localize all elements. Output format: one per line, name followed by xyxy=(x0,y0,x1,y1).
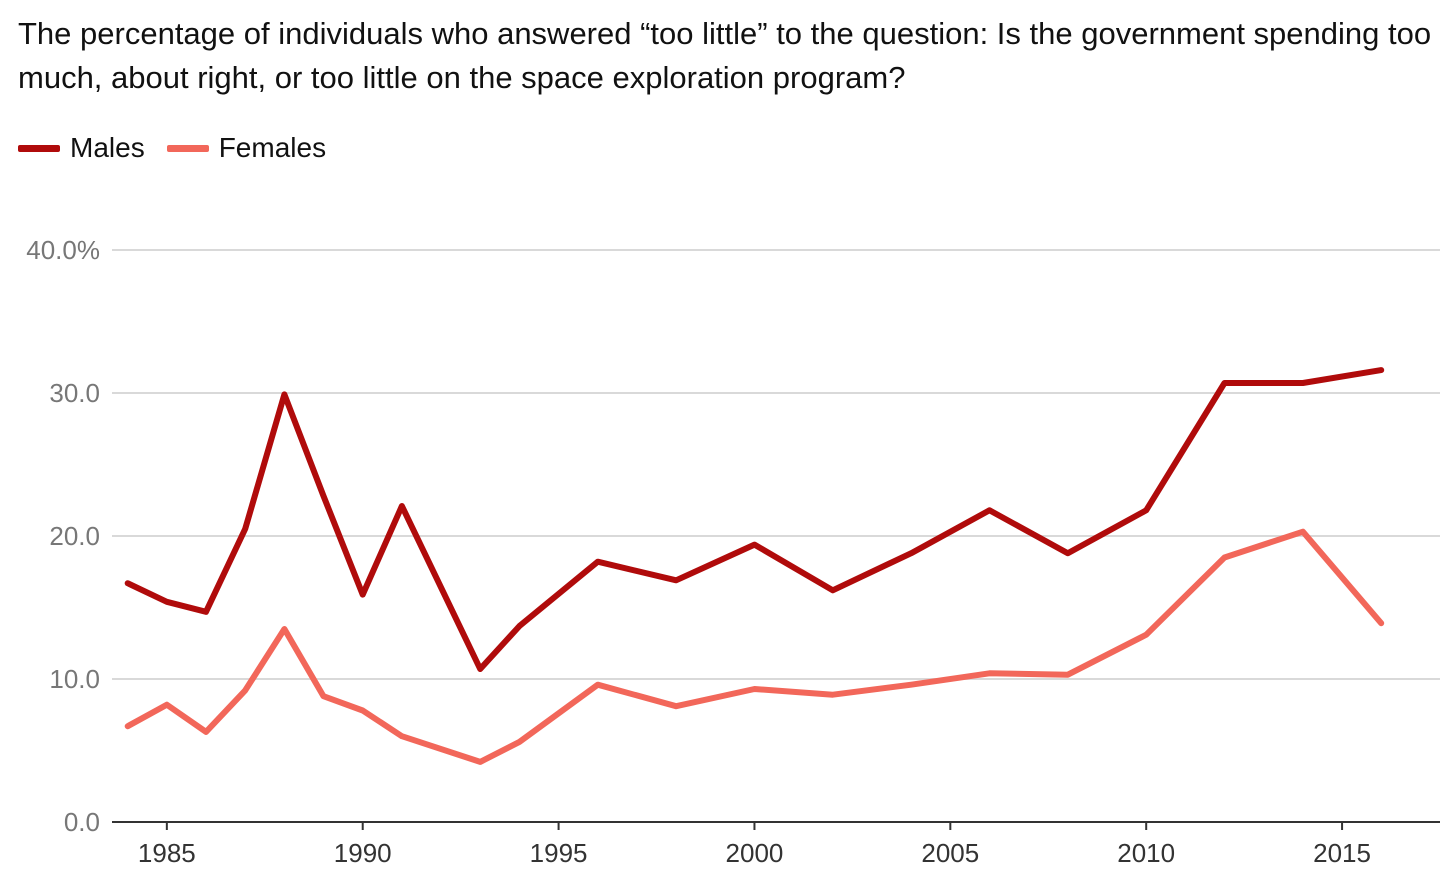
legend-swatch-females xyxy=(166,144,209,152)
data-point-males-2012 xyxy=(1222,380,1228,386)
y-tick-label-3: 30.0 xyxy=(49,378,100,408)
chart-legend: Males Females xyxy=(18,128,348,168)
legend-item-males: Males xyxy=(18,132,145,164)
x-tick-label-0: 1985 xyxy=(138,838,196,868)
data-point-males-2004 xyxy=(908,550,914,556)
data-point-males-1988 xyxy=(281,391,287,397)
data-point-males-2016 xyxy=(1378,367,1384,373)
y-tick-label-0: 0.0 xyxy=(64,807,100,837)
data-point-females-1984 xyxy=(125,723,131,729)
data-point-males-1986 xyxy=(203,609,209,615)
data-point-females-1985 xyxy=(164,702,170,708)
data-point-males-1998 xyxy=(673,577,679,583)
series-lines xyxy=(124,367,1385,765)
y-axis-ticks: 0.0 10.0 20.0 30.0 40.0% xyxy=(26,235,100,837)
data-point-females-1988 xyxy=(281,626,287,632)
data-point-females-1994 xyxy=(516,739,522,745)
x-tick-label-3: 2000 xyxy=(726,838,784,868)
series-line-males xyxy=(124,367,1385,672)
data-point-females-1990 xyxy=(360,708,366,714)
data-point-females-1989 xyxy=(321,693,327,699)
x-tick-label-5: 2010 xyxy=(1117,838,1175,868)
data-point-females-1996 xyxy=(595,682,601,688)
data-point-males-2006 xyxy=(987,507,993,513)
x-tick-label-2: 1995 xyxy=(530,838,588,868)
data-point-females-2000 xyxy=(752,686,758,692)
data-point-females-2002 xyxy=(830,692,836,698)
data-point-females-2014 xyxy=(1300,529,1306,535)
legend-item-females: Females xyxy=(166,132,327,164)
data-point-males-1993 xyxy=(477,666,483,672)
data-point-males-2010 xyxy=(1143,507,1149,513)
data-point-males-1996 xyxy=(595,559,601,565)
legend-label-females: Females xyxy=(218,132,327,163)
data-point-females-1991 xyxy=(399,733,405,739)
data-point-females-2012 xyxy=(1222,555,1228,561)
data-point-males-1989 xyxy=(321,493,327,499)
data-point-males-1985 xyxy=(164,599,170,605)
data-point-females-1998 xyxy=(673,703,679,709)
data-point-males-1987 xyxy=(242,526,248,532)
data-point-males-1990 xyxy=(360,592,366,598)
y-tick-label-1: 10.0 xyxy=(49,664,100,694)
y-tick-label-2: 20.0 xyxy=(49,521,100,551)
data-point-females-1987 xyxy=(242,687,248,693)
data-point-females-2016 xyxy=(1378,620,1384,626)
data-point-females-1993 xyxy=(477,759,483,765)
data-point-males-2008 xyxy=(1065,550,1071,556)
data-point-females-2004 xyxy=(908,682,914,688)
x-tick-label-4: 2005 xyxy=(921,838,979,868)
x-tick-label-6: 2015 xyxy=(1313,838,1371,868)
legend-swatch-males xyxy=(18,144,60,152)
data-point-females-2010 xyxy=(1143,632,1149,638)
data-point-males-1994 xyxy=(516,623,522,629)
y-tick-label-4: 40.0% xyxy=(26,235,100,265)
data-point-males-2002 xyxy=(830,587,836,593)
data-point-females-1986 xyxy=(203,729,209,735)
data-point-males-1991 xyxy=(399,503,405,509)
series-line-females xyxy=(124,528,1385,765)
data-point-males-2014 xyxy=(1300,380,1306,386)
legend-label-males: Males xyxy=(70,132,145,163)
data-point-males-2000 xyxy=(752,542,758,548)
x-axis-ticks: 1985 1990 1995 2000 2005 2010 2015 xyxy=(138,822,1371,868)
data-point-females-2006 xyxy=(987,670,993,676)
data-point-males-1984 xyxy=(125,580,131,586)
chart-title: The percentage of individuals who answer… xyxy=(18,16,1432,95)
data-point-females-2008 xyxy=(1065,672,1071,678)
x-tick-label-1: 1990 xyxy=(334,838,392,868)
